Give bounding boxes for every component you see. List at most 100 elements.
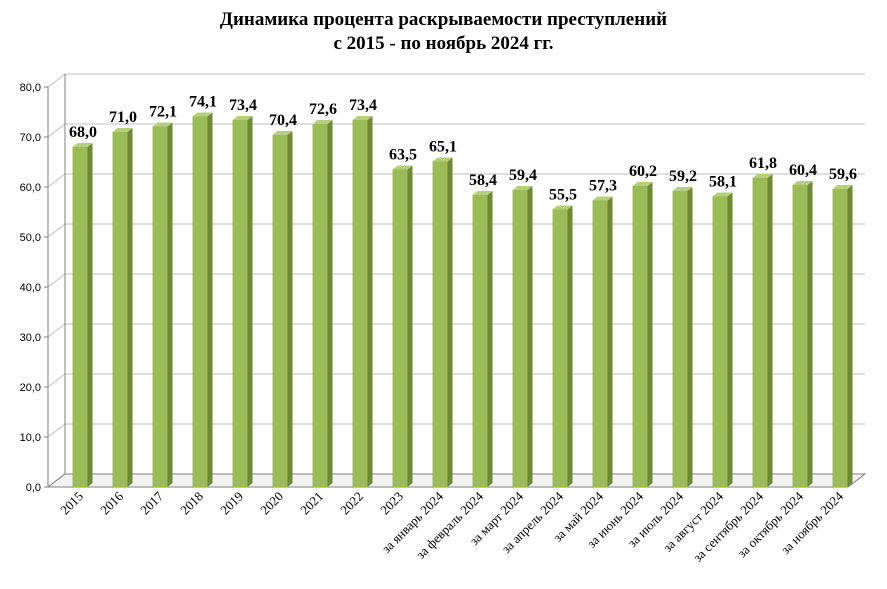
bar-front bbox=[752, 178, 768, 487]
bar bbox=[352, 116, 373, 487]
bar-top bbox=[432, 157, 453, 162]
y-tick-label: 20,0 bbox=[20, 382, 41, 394]
bar-front bbox=[832, 189, 848, 487]
bar-front bbox=[632, 186, 648, 487]
data-label: 59,2 bbox=[669, 168, 697, 185]
data-label: 59,4 bbox=[509, 167, 537, 184]
data-label: 73,4 bbox=[229, 97, 257, 114]
data-label: 58,4 bbox=[469, 172, 497, 189]
y-tick-label: 70,0 bbox=[20, 132, 41, 144]
bar-front bbox=[592, 200, 608, 487]
bar bbox=[112, 128, 133, 487]
bar-side bbox=[287, 131, 293, 487]
x-tick-label: 2018 bbox=[177, 489, 206, 518]
bar-side bbox=[127, 128, 133, 487]
bar-top bbox=[512, 186, 533, 190]
bar bbox=[232, 116, 253, 487]
bar-top bbox=[552, 205, 573, 210]
bar bbox=[632, 182, 653, 487]
bar bbox=[592, 196, 613, 487]
bar-top bbox=[272, 131, 293, 135]
bar bbox=[552, 205, 573, 487]
bar-top bbox=[152, 122, 173, 127]
data-label: 63,5 bbox=[389, 147, 417, 164]
bar-front bbox=[512, 190, 528, 487]
y-tick-label: 40,0 bbox=[20, 282, 41, 294]
bar-side bbox=[567, 205, 573, 487]
bar bbox=[312, 120, 333, 487]
bar-side bbox=[607, 196, 613, 487]
bar-top bbox=[352, 116, 373, 120]
bar-layer bbox=[72, 112, 853, 487]
data-label: 70,4 bbox=[269, 112, 297, 129]
bar-top bbox=[832, 185, 853, 189]
bar-top bbox=[312, 120, 333, 124]
bar bbox=[72, 143, 93, 487]
y-tick-label: 0,0 bbox=[26, 482, 41, 494]
x-tick-label: 2015 bbox=[57, 489, 86, 518]
bar bbox=[272, 131, 293, 487]
x-tick-label: 2023 bbox=[377, 489, 406, 518]
bar-side bbox=[87, 143, 93, 487]
bar-front bbox=[352, 120, 368, 487]
bar-top bbox=[112, 128, 133, 132]
bar-side bbox=[727, 192, 733, 487]
bar bbox=[192, 112, 213, 487]
gridline bbox=[47, 73, 865, 88]
data-label: 74,1 bbox=[189, 94, 217, 111]
bar bbox=[472, 191, 493, 487]
bar-top bbox=[752, 174, 773, 178]
data-label: 61,8 bbox=[749, 155, 777, 172]
bar-side bbox=[527, 186, 533, 487]
data-label: 72,6 bbox=[309, 101, 337, 118]
bar-front bbox=[232, 120, 248, 487]
bar-side bbox=[647, 182, 653, 487]
x-tick-label: за сентябрь 2024 bbox=[690, 488, 766, 564]
bar-side bbox=[207, 112, 213, 487]
bar-front bbox=[672, 191, 688, 487]
bar-side bbox=[807, 181, 813, 487]
bar-front bbox=[112, 132, 128, 487]
chart-title: Динамика процента раскрываемости преступ… bbox=[0, 8, 887, 56]
bar-front bbox=[392, 169, 408, 487]
bar-top bbox=[672, 187, 693, 191]
bar-front bbox=[432, 161, 448, 487]
data-label: 73,4 bbox=[349, 97, 377, 114]
x-tick-label: 2020 bbox=[257, 489, 286, 518]
data-label: 68,0 bbox=[69, 124, 97, 141]
data-label: 55,5 bbox=[549, 187, 577, 204]
bar bbox=[752, 174, 773, 487]
bar-side bbox=[447, 157, 453, 487]
bar bbox=[152, 122, 173, 487]
bar-side bbox=[367, 116, 373, 487]
data-label: 57,3 bbox=[589, 178, 617, 195]
y-tick-label: 10,0 bbox=[20, 432, 41, 444]
bar-front bbox=[192, 116, 208, 487]
data-label: 59,6 bbox=[829, 166, 857, 183]
bar-top bbox=[392, 165, 413, 170]
x-tick-label: 2016 bbox=[97, 488, 126, 517]
bar-front bbox=[712, 196, 728, 487]
x-tick-label: 2017 bbox=[137, 488, 166, 517]
bar bbox=[832, 185, 853, 487]
y-tick-label: 80,0 bbox=[20, 82, 41, 94]
label-layer: 68,0 71,0 72,1 74,1 73,4 70,4 72,6 73,4 63,5 65,1… bbox=[69, 94, 857, 204]
data-label: 65,1 bbox=[429, 139, 457, 156]
bar-top bbox=[472, 191, 493, 195]
y-tick-label: 50,0 bbox=[20, 232, 41, 244]
bar bbox=[792, 181, 813, 487]
bar-side bbox=[687, 187, 693, 487]
bar-front bbox=[152, 126, 168, 487]
y-tick-label: 60,0 bbox=[20, 182, 41, 194]
y-tick-label: 30,0 bbox=[20, 332, 41, 344]
bar-side bbox=[847, 185, 853, 487]
bar-front bbox=[792, 185, 808, 487]
bar bbox=[712, 192, 733, 487]
bar-side bbox=[247, 116, 253, 487]
bar-top bbox=[72, 143, 93, 147]
bar-top bbox=[192, 112, 213, 117]
data-label: 71,0 bbox=[109, 109, 137, 126]
bar-front bbox=[472, 195, 488, 487]
